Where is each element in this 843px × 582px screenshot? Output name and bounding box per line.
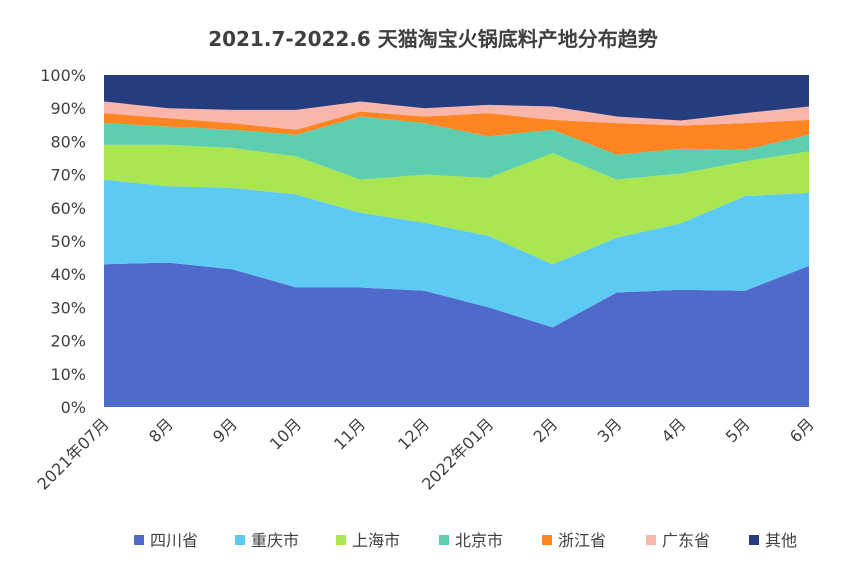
- y-tick-label: 80%: [50, 132, 86, 151]
- area-series-2: [104, 144, 809, 265]
- x-tick-label: 6月: [786, 414, 818, 446]
- x-tick-label: 9月: [209, 414, 241, 446]
- legend-swatch-5: [646, 535, 656, 545]
- legend-swatch-0: [134, 535, 144, 545]
- legend-label-4: 浙江省: [558, 531, 606, 550]
- area-series-6: [104, 75, 809, 121]
- area-series-0: [104, 262, 809, 407]
- y-tick-label: 60%: [50, 199, 86, 218]
- x-tick-label: 8月: [145, 414, 177, 446]
- y-tick-label: 40%: [50, 265, 86, 284]
- legend-label-3: 北京市: [455, 531, 503, 550]
- legend-label-6: 其他: [765, 531, 797, 550]
- x-tick-label: 12月: [394, 414, 433, 453]
- legend-label-5: 广东省: [662, 531, 710, 550]
- area-series-5: [104, 101, 809, 130]
- y-tick-label: 70%: [50, 166, 86, 185]
- x-tick-label: 2021年07月: [34, 414, 113, 493]
- area-series-group: [104, 75, 809, 407]
- x-tick-label: 5月: [722, 414, 754, 446]
- y-tick-label: 20%: [50, 332, 86, 351]
- y-axis: 0% 10% 20% 30% 40% 50% 60% 70% 80% 90% 100%: [40, 66, 86, 417]
- legend-swatch-2: [336, 535, 346, 545]
- y-tick-label: 10%: [50, 365, 86, 384]
- x-tick-label: 11月: [330, 414, 369, 453]
- legend-label-0: 四川省: [150, 531, 198, 550]
- area-series-1: [104, 179, 809, 328]
- legend-label-1: 重庆市: [251, 531, 299, 550]
- y-tick-label: 0%: [61, 398, 86, 417]
- area-series-4: [104, 111, 809, 155]
- legend-swatch-1: [235, 535, 245, 545]
- x-tick-label: 2月: [530, 414, 562, 446]
- legend: 四川省 重庆市 上海市 北京市 浙江省 广东省 其他: [134, 531, 797, 550]
- chart-title: 2021.7-2022.6 天猫淘宝火锅底料产地分布趋势: [208, 27, 658, 51]
- y-tick-label: 30%: [50, 298, 86, 317]
- y-tick-label: 90%: [50, 99, 86, 118]
- x-tick-label: 10月: [266, 414, 305, 453]
- legend-label-2: 上海市: [352, 531, 400, 550]
- legend-swatch-4: [542, 535, 552, 545]
- legend-swatch-3: [439, 535, 449, 545]
- y-tick-label: 100%: [40, 66, 86, 85]
- x-tick-label: 3月: [594, 414, 626, 446]
- legend-swatch-6: [749, 535, 759, 545]
- x-tick-label: 4月: [658, 414, 690, 446]
- area-series-3: [104, 116, 809, 180]
- y-tick-label: 50%: [50, 232, 86, 251]
